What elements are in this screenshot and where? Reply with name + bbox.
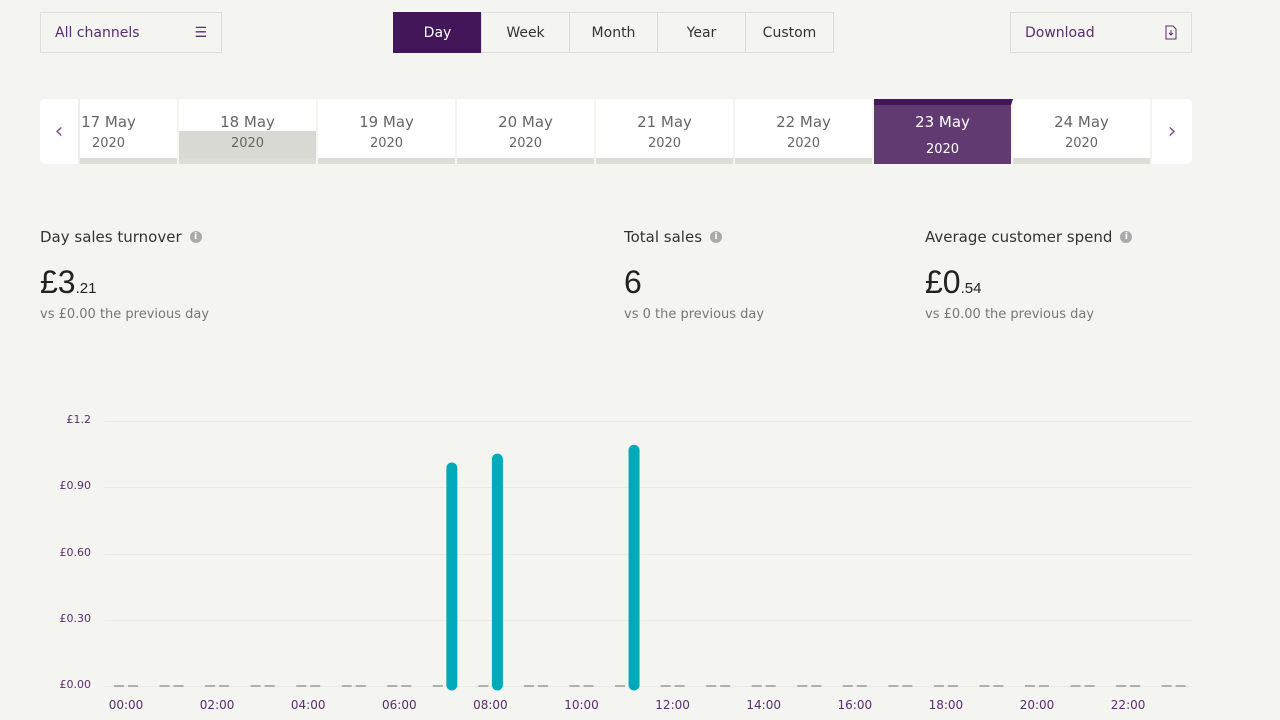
channel-filter-label: All channels xyxy=(55,24,140,41)
date-cell[interactable]: 19 May 2020 xyxy=(318,99,457,164)
y-tick-label: £0.90 xyxy=(59,479,92,493)
channel-filter-button[interactable]: All channels ☰ xyxy=(40,12,222,53)
x-tick-label: 06:00 xyxy=(382,698,417,712)
date-cell[interactable]: 20 May 2020 xyxy=(457,99,596,164)
y-tick-label: £0.30 xyxy=(59,611,92,625)
gridline xyxy=(105,553,1192,555)
date-year: 2020 xyxy=(647,136,682,151)
y-tick-label: £0.00 xyxy=(59,678,92,691)
date-cell[interactable]: 22 May 2020 xyxy=(735,99,874,164)
metric-label: Total sales xyxy=(624,228,703,246)
date-cell[interactable]: 23 May 2020 xyxy=(874,99,1013,164)
y-tick-label: £1.2 xyxy=(66,413,92,426)
date-day: 19 May xyxy=(359,113,414,131)
x-tick-label: 20:00 xyxy=(1019,698,1055,712)
metric-comparison: vs 0 the previous day xyxy=(624,307,765,322)
x-tick-label: 14:00 xyxy=(746,698,781,712)
x-tick-label: 08:00 xyxy=(473,698,508,712)
date-year: 2020 xyxy=(91,136,126,151)
x-tick-label: 12:00 xyxy=(655,698,690,712)
metric-value-decimals: .21 xyxy=(75,280,97,297)
date-day: 24 May xyxy=(1054,113,1109,131)
date-day: 23 May xyxy=(915,113,970,131)
metric-value: £0.54 xyxy=(925,264,1132,301)
tab-year[interactable]: Year xyxy=(657,12,746,53)
tab-week[interactable]: Week xyxy=(481,12,570,53)
tab-day[interactable]: Day xyxy=(393,12,482,53)
date-year: 2020 xyxy=(508,136,543,151)
date-year: 2020 xyxy=(925,142,960,157)
metric-value: 6 xyxy=(624,264,764,301)
gridline xyxy=(105,619,1192,621)
x-tick-label: 10:00 xyxy=(564,698,599,712)
metric-value-main: £3 xyxy=(40,264,76,300)
date-carousel: 17 May 2020 18 May 2020 19 May 2020 20 May 2020… xyxy=(40,99,1192,164)
previous-dates-button[interactable]: ‹ xyxy=(40,99,80,164)
date-day: 22 May xyxy=(776,113,831,131)
date-day: 17 May xyxy=(81,113,136,131)
gridline xyxy=(105,686,1192,687)
info-icon[interactable]: i xyxy=(710,231,723,243)
date-year: 2020 xyxy=(1064,136,1099,151)
chevron-right-icon: › xyxy=(1167,119,1177,144)
metric-comparison: vs £0.00 the previous day xyxy=(925,307,1095,322)
info-icon[interactable]: i xyxy=(189,231,202,243)
download-button[interactable]: Download xyxy=(1010,12,1192,53)
metric-comparison: vs £0.00 the previous day xyxy=(40,307,210,322)
metric-average-customer-spend: Average customer spend i £0.54 vs £0.00 t… xyxy=(925,228,1133,322)
y-tick-label: £0.60 xyxy=(59,545,92,559)
gridline xyxy=(105,421,1192,422)
file-download-icon xyxy=(1165,25,1177,40)
download-label: Download xyxy=(1025,24,1095,41)
x-tick-label: 18:00 xyxy=(928,698,964,712)
date-year: 2020 xyxy=(369,136,404,151)
date-day: 18 May xyxy=(220,113,275,131)
sales-chart: £0.00 £0.30 £0.60 £0.90 £1.2 00:00 02:00 04:00 0… xyxy=(0,400,1280,720)
metric-value-main: 6 xyxy=(624,264,642,300)
metric-total-sales: Total sales i 6 vs 0 the previous day xyxy=(624,228,764,322)
metric-value-decimals: .54 xyxy=(960,280,982,297)
metric-label: Average customer spend xyxy=(925,228,1113,246)
metric-value-main: £0 xyxy=(925,264,961,300)
info-icon[interactable]: i xyxy=(1120,231,1133,243)
next-dates-button[interactable]: › xyxy=(1152,99,1192,164)
x-tick-label: 04:00 xyxy=(290,698,326,712)
date-year: 2020 xyxy=(179,131,316,158)
date-cell[interactable]: 24 May 2020 xyxy=(1013,99,1152,164)
date-cell[interactable]: 18 May 2020 xyxy=(179,99,318,164)
gridline xyxy=(105,487,1192,489)
metric-label: Day sales turnover xyxy=(40,228,182,246)
sliders-icon: ☰ xyxy=(194,24,207,41)
x-tick-label: 16:00 xyxy=(837,698,873,712)
date-cell[interactable]: 21 May 2020 xyxy=(596,99,735,164)
tab-custom[interactable]: Custom xyxy=(745,12,834,53)
x-tick-label: 02:00 xyxy=(199,698,235,712)
period-tabs: Day Week Month Year Custom xyxy=(393,12,834,53)
metric-value: £3.21 xyxy=(40,264,209,301)
date-cell[interactable]: 17 May 2020 xyxy=(80,99,179,164)
tab-month[interactable]: Month xyxy=(569,12,658,53)
date-day: 21 May xyxy=(637,113,692,131)
x-tick-label: 22:00 xyxy=(1110,698,1146,712)
date-year: 2020 xyxy=(786,136,821,151)
metric-day-sales-turnover: Day sales turnover i £3.21 vs £0.00 the p… xyxy=(40,228,209,322)
date-day: 20 May xyxy=(498,113,553,131)
x-tick-label: 00:00 xyxy=(108,698,144,712)
chevron-left-icon: ‹ xyxy=(54,119,64,144)
